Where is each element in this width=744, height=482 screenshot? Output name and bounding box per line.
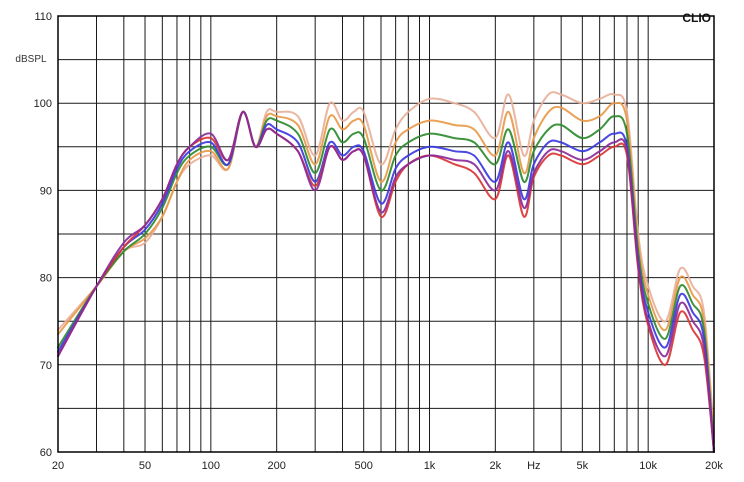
series-line-1 bbox=[57, 91, 715, 436]
x-tick-label: 2k bbox=[490, 460, 502, 472]
y-tick-labels: 60 70 80 90 100 110 bbox=[34, 11, 52, 459]
y-tick-label: 80 bbox=[40, 273, 52, 285]
series-line-5 bbox=[57, 110, 715, 453]
series-line-3 bbox=[57, 110, 715, 453]
series-line-2 bbox=[57, 101, 715, 445]
plot-border bbox=[57, 15, 715, 453]
x-tick-labels: 20 50 100 200 500 1k 2k Hz 5k 10k 20k bbox=[52, 460, 723, 472]
y-tick-label: 100 bbox=[34, 98, 52, 110]
grid bbox=[57, 15, 715, 453]
y-tick-label: 60 bbox=[40, 447, 52, 459]
x-tick-label: 20 bbox=[52, 460, 64, 472]
x-tick-label: 10k bbox=[639, 460, 657, 472]
y-unit-label: dBSPL bbox=[15, 54, 47, 65]
series-line-6 bbox=[57, 110, 715, 453]
x-tick-label: Hz bbox=[527, 460, 540, 472]
x-tick-label: 50 bbox=[139, 460, 151, 472]
x-tick-label: 20k bbox=[705, 460, 723, 472]
y-tick-label: 70 bbox=[40, 360, 52, 372]
x-tick-label: 100 bbox=[202, 460, 220, 472]
y-tick-label: 110 bbox=[34, 11, 52, 23]
x-tick-label: 200 bbox=[267, 460, 285, 472]
plot-frame bbox=[57, 15, 715, 453]
x-tick-label: 5k bbox=[577, 460, 589, 472]
y-tick-label: 90 bbox=[40, 185, 52, 197]
series-line-4 bbox=[57, 110, 715, 453]
brand-label: CLIO bbox=[682, 11, 711, 25]
x-tick-label: 500 bbox=[355, 460, 373, 472]
series-layer bbox=[57, 91, 715, 453]
x-tick-label: 1k bbox=[424, 460, 436, 472]
